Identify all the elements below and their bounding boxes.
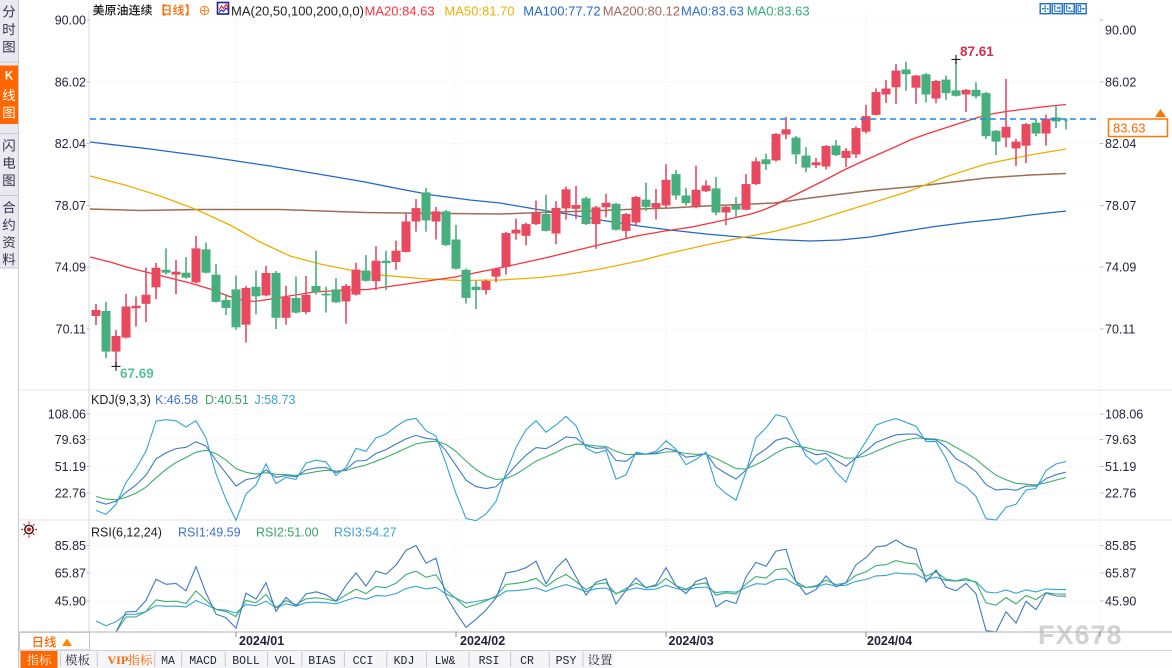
svg-text:90.00: 90.00	[1105, 24, 1136, 38]
svg-text:BIAS: BIAS	[308, 655, 336, 668]
svg-text:67.69: 67.69	[120, 366, 154, 381]
svg-text:RSI1:49.59: RSI1:49.59	[178, 526, 241, 540]
svg-text:MA20:84.63: MA20:84.63	[365, 4, 435, 19]
svg-text:PSY: PSY	[556, 655, 577, 668]
svg-text:K: K	[5, 71, 14, 83]
svg-text:74.09: 74.09	[55, 261, 86, 275]
svg-text:45.90: 45.90	[55, 595, 86, 609]
svg-text:74.09: 74.09	[1105, 261, 1136, 275]
svg-text:MA(20,50,100,200,0,0): MA(20,50,100,200,0,0)	[231, 4, 364, 19]
svg-text:45.90: 45.90	[1105, 595, 1136, 609]
svg-text:51.19: 51.19	[55, 460, 86, 474]
svg-text:79.63: 79.63	[55, 433, 86, 447]
svg-text:VOL: VOL	[275, 655, 296, 668]
svg-text:RSI(6,12,24): RSI(6,12,24)	[91, 526, 162, 540]
svg-text:82.04: 82.04	[55, 137, 86, 151]
svg-text:2024/01: 2024/01	[239, 634, 284, 648]
svg-text:86.02: 86.02	[55, 76, 86, 90]
svg-text:86.02: 86.02	[1105, 76, 1136, 90]
svg-text:LW&: LW&	[435, 655, 456, 668]
svg-text:MA0:83.63: MA0:83.63	[681, 4, 744, 19]
svg-text:BOLL: BOLL	[232, 655, 260, 668]
svg-text:J:58.73: J:58.73	[255, 393, 296, 407]
svg-text:FX678: FX678	[1038, 620, 1123, 650]
svg-text:65.87: 65.87	[55, 567, 86, 581]
svg-text:78.07: 78.07	[1105, 199, 1136, 213]
svg-text:83.63: 83.63	[1113, 121, 1146, 136]
svg-text:70.11: 70.11	[56, 323, 86, 337]
svg-text:CR: CR	[520, 655, 534, 668]
svg-text:CCI: CCI	[353, 655, 374, 668]
svg-text:MA0:83.63: MA0:83.63	[747, 4, 810, 19]
svg-text:22.76: 22.76	[55, 487, 86, 501]
svg-text:65.87: 65.87	[1105, 567, 1136, 581]
svg-text:82.04: 82.04	[1105, 137, 1136, 151]
svg-text:KDJ: KDJ	[394, 655, 415, 668]
svg-text:K:46.58: K:46.58	[155, 393, 198, 407]
svg-text:51.19: 51.19	[1105, 460, 1136, 474]
svg-text:MA200:80.12: MA200:80.12	[603, 4, 680, 19]
svg-text:MA100:77.72: MA100:77.72	[523, 4, 600, 19]
svg-text:RSI2:51.00: RSI2:51.00	[256, 526, 319, 540]
svg-text:78.07: 78.07	[55, 199, 86, 213]
svg-text:2024/03: 2024/03	[669, 634, 714, 648]
svg-text:79.63: 79.63	[1105, 433, 1136, 447]
svg-text:90.00: 90.00	[55, 14, 86, 28]
svg-text:KDJ(9,3,3): KDJ(9,3,3)	[91, 393, 151, 407]
svg-text:VIP: VIP	[108, 653, 129, 667]
svg-text:85.85: 85.85	[55, 539, 86, 553]
svg-text:85.85: 85.85	[1105, 539, 1136, 553]
svg-text:2024/02: 2024/02	[460, 634, 505, 648]
svg-text:2024/04: 2024/04	[867, 634, 912, 648]
svg-text:108.06: 108.06	[1105, 408, 1143, 422]
svg-text:MA50:81.70: MA50:81.70	[444, 4, 514, 19]
svg-text:MACD: MACD	[189, 655, 217, 668]
svg-text:87.61: 87.61	[960, 44, 994, 59]
svg-text:22.76: 22.76	[1105, 487, 1136, 501]
svg-text:RSI3:54.27: RSI3:54.27	[334, 526, 397, 540]
svg-text:MA: MA	[161, 655, 175, 668]
svg-text:D:40.51: D:40.51	[205, 393, 249, 407]
svg-text:RSI: RSI	[479, 655, 500, 668]
svg-text:108.06: 108.06	[48, 408, 86, 422]
svg-text:70.11: 70.11	[1105, 323, 1135, 337]
